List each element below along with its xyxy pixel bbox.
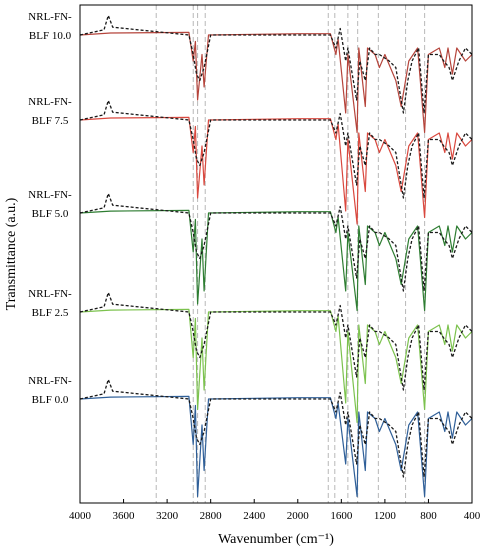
series-label: NRL-FN- <box>28 375 72 387</box>
series-label: NRL-FN- <box>28 96 72 108</box>
x-tick-label: 3600 <box>113 510 136 522</box>
series-label: BLF 2.5 <box>32 307 69 319</box>
series-label: BLF 10.0 <box>29 30 72 42</box>
x-tick-label: 800 <box>420 510 437 522</box>
spectrum-line-measured <box>79 209 473 312</box>
spectrum-line-measured <box>79 308 473 424</box>
x-tick-label: 2800 <box>200 510 223 522</box>
series-label: BLF 7.5 <box>32 115 69 127</box>
series-label: NRL-FN- <box>28 189 72 201</box>
x-tick-label: 3200 <box>156 510 179 522</box>
series-label: NRL-FN- <box>28 11 72 23</box>
x-tick-label: 1600 <box>330 510 353 522</box>
y-axis-label: Transmittance (a.u.) <box>4 197 19 310</box>
spectrum-line-computed <box>79 14 473 114</box>
series-labels: NRL-FN- BLF 10.0 NRL-FN- BLF 7.5 NRL-FN- BLF … <box>28 11 72 406</box>
spectrum-line-computed <box>79 99 473 199</box>
spectra-group <box>79 14 473 498</box>
x-tick-label: 1200 <box>374 510 397 522</box>
x-tick-label: 4000 <box>69 510 92 522</box>
x-tick-label: 2400 <box>243 510 266 522</box>
spectrum-line-measured <box>79 395 473 498</box>
x-axis-ticks: 4000 3600 3200 2800 2400 2000 1600 1200 800 400 <box>69 499 481 522</box>
x-tick-label: 400 <box>464 510 481 522</box>
spectrum-line-measured <box>79 31 473 134</box>
series-label: BLF 0.0 <box>32 394 69 406</box>
series-label: BLF 5.0 <box>32 208 69 220</box>
spectrum-line-computed <box>79 378 473 478</box>
spectrum-line-computed <box>79 192 473 292</box>
spectrum-line-computed <box>79 291 473 391</box>
x-axis-label: Wavenumber (cm⁻¹) <box>218 532 334 547</box>
plot-frame <box>79 4 473 504</box>
x-tick-label: 2000 <box>287 510 310 522</box>
series-label: NRL-FN- <box>28 288 72 300</box>
